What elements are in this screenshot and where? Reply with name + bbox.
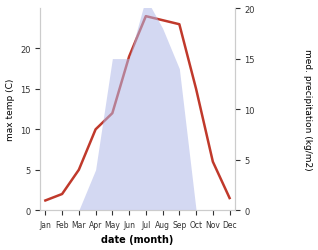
- Y-axis label: med. precipitation (kg/m2): med. precipitation (kg/m2): [303, 49, 313, 170]
- X-axis label: date (month): date (month): [101, 234, 174, 244]
- Y-axis label: max temp (C): max temp (C): [5, 78, 15, 141]
